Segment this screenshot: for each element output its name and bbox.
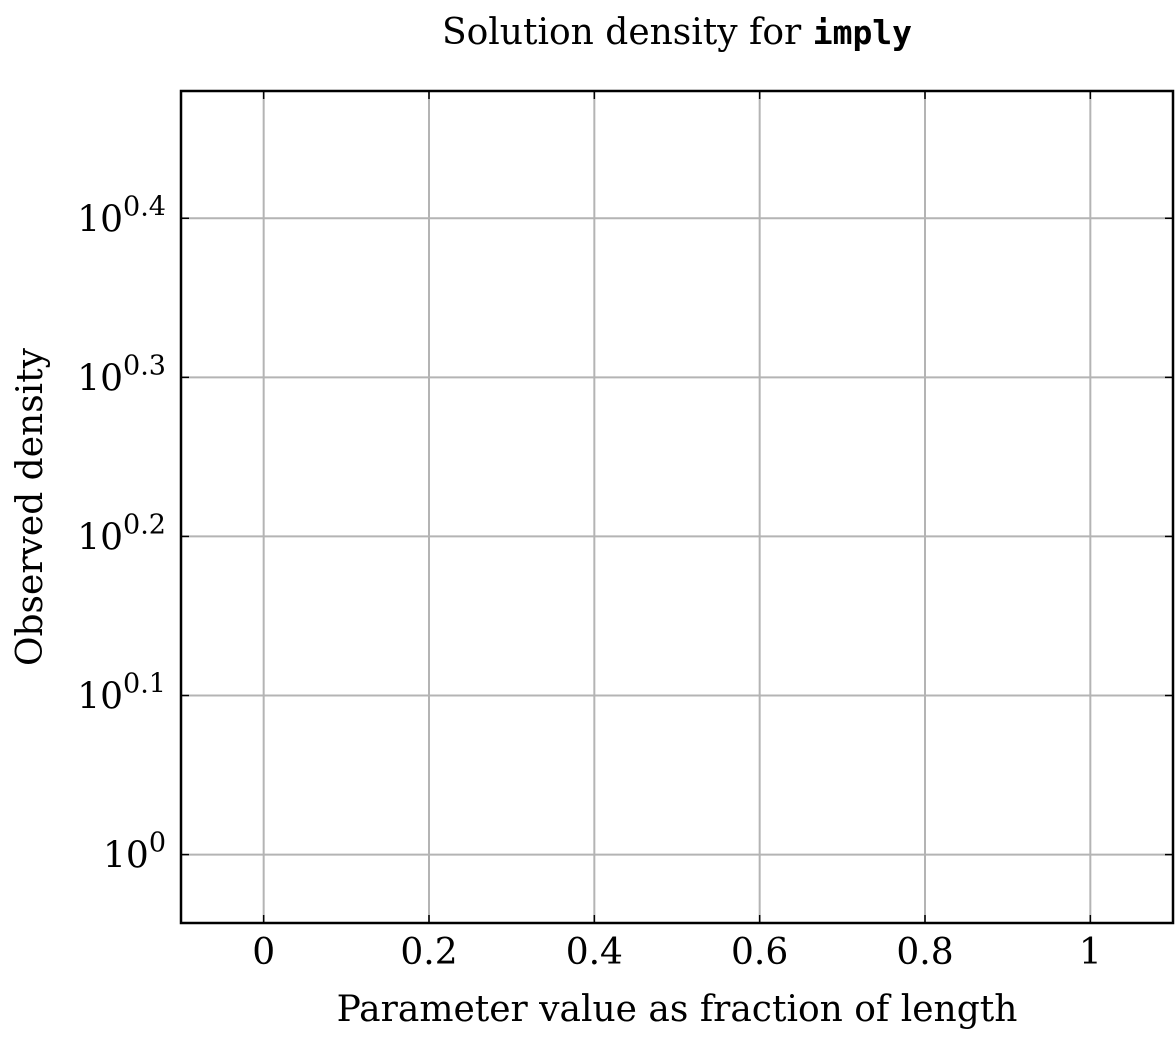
grid-lines [181, 91, 1173, 923]
y-tick-label: 100.3 [77, 350, 166, 399]
plot-area-frame [179, 89, 1175, 925]
x-tick-label: 0.4 [566, 932, 623, 973]
x-tick-label: 0 [252, 932, 275, 973]
x-tick-label: 0.6 [731, 932, 788, 973]
x-tick-label: 0.8 [896, 932, 953, 973]
x-axis-label: Parameter value as fraction of length [337, 989, 1018, 1030]
chart-title-text: Solution density for [442, 12, 813, 53]
chart-title: Solution density for imply [442, 12, 912, 53]
y-tick-labels: 100 100.1 100.2 100.3 100.4 [77, 191, 166, 876]
y-tick-label: 100.2 [77, 509, 166, 558]
axis-ticks [181, 91, 1173, 923]
y-tick-label: 100 [103, 828, 166, 877]
y-axis-label: Observed density [10, 347, 51, 666]
x-tick-label: 1 [1079, 932, 1102, 973]
x-tick-labels: 0 0.2 0.4 0.6 0.8 1 [252, 932, 1102, 973]
y-tick-label: 100.1 [77, 669, 166, 718]
chart-title-code: imply [813, 13, 912, 52]
x-tick-label: 0.2 [400, 932, 457, 973]
y-tick-label: 100.4 [77, 191, 166, 240]
